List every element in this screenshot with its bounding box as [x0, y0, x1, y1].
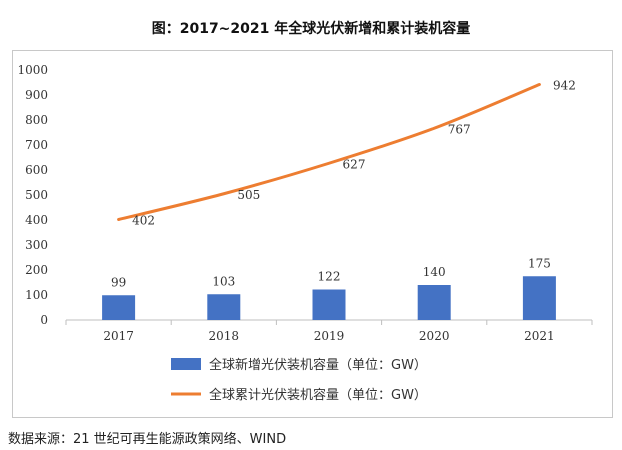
bar	[207, 294, 241, 320]
chart-frame	[12, 50, 613, 418]
bar-data-label: 122	[318, 270, 341, 284]
y-tick-label: 0	[40, 313, 48, 327]
bar	[312, 289, 346, 320]
y-tick-label: 900	[25, 88, 48, 102]
bar	[102, 295, 136, 320]
bar-data-label: 99	[111, 275, 126, 289]
line-data-label: 767	[448, 122, 471, 136]
y-tick-label: 400	[25, 213, 48, 227]
line-data-label: 402	[132, 214, 155, 228]
bar-data-label: 103	[212, 274, 235, 288]
legend-label-line: 全球累计光伏装机容量（单位：GW）	[209, 387, 427, 403]
bar-data-label: 140	[423, 265, 446, 279]
bar-data-label: 175	[528, 256, 551, 270]
legend-swatch-bar	[171, 358, 201, 370]
x-tick-label: 2021	[524, 329, 555, 343]
y-tick-label: 1000	[17, 63, 48, 77]
y-tick-label: 800	[25, 113, 48, 127]
line-series	[117, 83, 541, 221]
x-tick-label: 2019	[314, 329, 345, 343]
bar	[417, 285, 451, 320]
legend-label-bar: 全球新增光伏装机容量（单位：GW）	[209, 357, 427, 373]
x-tick-label: 2017	[103, 329, 134, 343]
line-data-label: 505	[237, 188, 260, 202]
line-data-label: 627	[343, 157, 366, 171]
y-tick-label: 200	[25, 263, 48, 277]
y-tick-label: 100	[25, 288, 48, 302]
data-source: 数据来源：21 世纪可再生能源政策网络、WIND	[8, 432, 287, 447]
y-tick-label: 300	[25, 238, 48, 252]
chart-title: 图：2017~2021 年全球光伏新增和累计装机容量	[151, 21, 471, 37]
line-data-label: 942	[553, 79, 576, 93]
y-tick-label: 600	[25, 163, 48, 177]
bar	[522, 276, 556, 320]
y-tick-label: 500	[25, 188, 48, 202]
x-tick-label: 2020	[419, 329, 450, 343]
x-tick-label: 2018	[209, 329, 240, 343]
y-tick-label: 700	[25, 138, 48, 152]
